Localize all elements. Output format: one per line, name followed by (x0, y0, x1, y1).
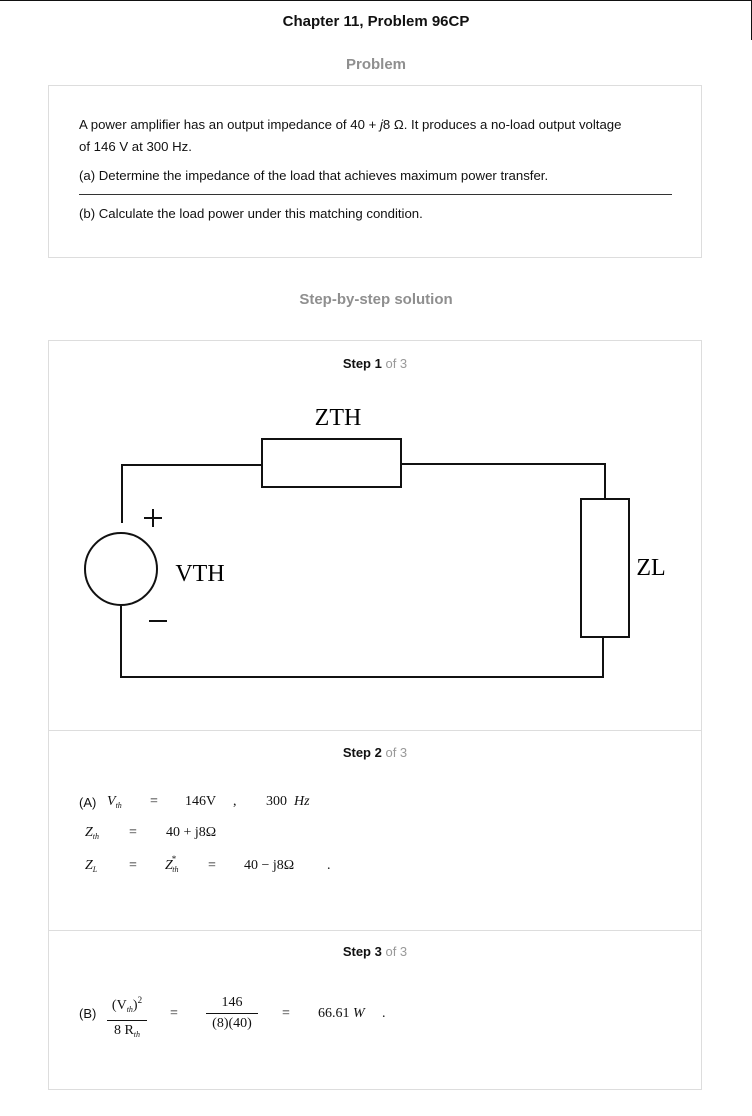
step1-heading: Step 1 of 3 (49, 356, 701, 371)
equals-3: = (129, 858, 137, 873)
zth-conjugate: Z*th (165, 854, 179, 874)
step2-a-label: (A) (79, 795, 97, 810)
step3-of: of 3 (385, 944, 408, 959)
problem-line1-pre: A power amplifier has an output impedanc… (79, 117, 380, 132)
fraction-1: (Vth)2 8 Rth (107, 991, 147, 1044)
vth-value: 146V (185, 794, 217, 809)
step3-heading: Step 3 of 3 (49, 944, 701, 959)
fraction-2-bar (206, 1013, 258, 1014)
fraction-2-denominator: (8)(40) (212, 1016, 252, 1031)
problem-line1-j: j (379, 117, 383, 132)
equals-2: = (129, 825, 137, 840)
step1-label: Step 1 (342, 356, 382, 371)
frequency-value: 300 Hz (266, 794, 310, 809)
zl-value: 40 − j8Ω (244, 858, 295, 873)
zth-resistor (261, 438, 402, 488)
vth-label: VTH (175, 561, 224, 587)
bottom-wire (120, 606, 604, 678)
part-b-text: (b) Calculate the load power under this … (79, 206, 423, 221)
part-divider (79, 194, 672, 195)
fraction-1-bar (107, 1020, 147, 1021)
part-a-text: (a) Determine the impedance of the load … (79, 168, 549, 183)
zl-symbol: ZL (85, 858, 98, 874)
equals-6: = (282, 1006, 290, 1021)
fraction-1-numerator: (Vth)2 (111, 995, 143, 1014)
step-divider-1 (49, 730, 701, 731)
step1-of: of 3 (385, 356, 408, 371)
zth-label: ZTH (315, 405, 362, 431)
fraction-2-numerator: 146 (221, 995, 243, 1010)
power-result: 66.61 W (318, 1006, 365, 1021)
fraction-1-denominator: 8 Rth (113, 1023, 141, 1039)
step3-label: Step 3 (342, 944, 382, 959)
problem-statement: A power amplifier has an output impedanc… (79, 114, 679, 158)
zth-value: 40 + j8Ω (166, 825, 217, 840)
top-wire-left (121, 464, 262, 523)
zl-label: ZL (636, 555, 665, 581)
problem-box: A power amplifier has an output impedanc… (48, 85, 702, 258)
fraction-2: 146 (8)(40) (206, 994, 258, 1033)
step2-heading: Step 2 of 3 (49, 745, 701, 760)
zl-resistor (580, 498, 630, 638)
page-title: Chapter 11, Problem 96CP (282, 13, 470, 30)
problem-line1-post: 8 Ω. It produces a no-load output voltag… (382, 117, 622, 132)
problem-heading: Problem (345, 56, 406, 73)
solution-heading: Step-by-step solution (299, 291, 453, 308)
equals-5: = (170, 1006, 178, 1021)
equals-4: = (208, 858, 216, 873)
step2-label: Step 2 (342, 745, 382, 760)
step3-b-label: (B) (79, 1006, 97, 1021)
step2-of: of 3 (385, 745, 408, 760)
top-border (0, 0, 752, 1)
comma: , (233, 794, 237, 809)
step-divider-2 (49, 930, 701, 931)
vth-source (84, 532, 158, 606)
solution-box: Step 1 of 3 ZTH VTH ZL Step 2 of 3 (A) V… (48, 340, 702, 1090)
period-1: . (327, 858, 331, 873)
vth-symbol: Vth (107, 794, 122, 810)
equals-1: = (150, 794, 158, 809)
top-wire-right (401, 463, 606, 499)
zth-symbol: Zth (85, 825, 100, 841)
problem-line2: of 146 V at 300 Hz. (79, 139, 192, 154)
circuit-diagram: ZTH VTH ZL (84, 405, 666, 678)
period-2: . (382, 1006, 386, 1021)
